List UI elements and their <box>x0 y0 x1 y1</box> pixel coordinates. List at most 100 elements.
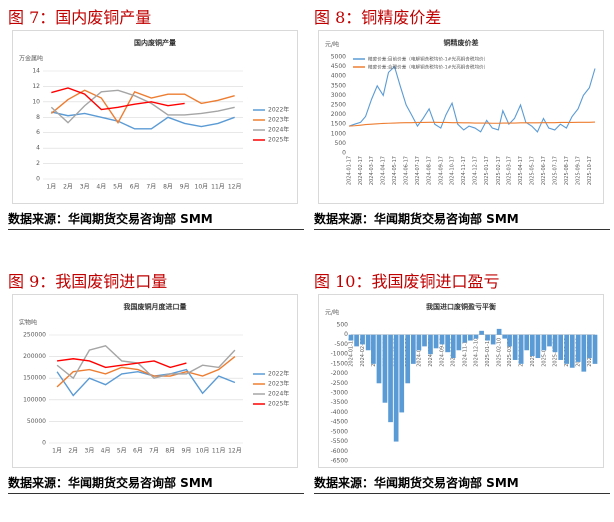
series-line <box>348 65 596 133</box>
bar <box>518 334 524 364</box>
chart: 我国进口废铜盈亏平衡元/吨-6500-6000-5500-5000-4500-4… <box>318 294 604 468</box>
y-tick-label: 5000 <box>331 54 346 61</box>
y-tick-label: 200000 <box>23 353 46 360</box>
bar <box>524 334 530 351</box>
legend-label: 2022年 <box>268 106 289 114</box>
series-line <box>56 368 236 397</box>
bar <box>552 334 558 353</box>
bar <box>405 334 411 384</box>
x-tick-label: 2024-03-17 <box>369 156 375 185</box>
bar <box>569 334 575 368</box>
bar <box>393 334 399 442</box>
bar <box>376 334 382 384</box>
y-tick-label: 100000 <box>23 396 46 403</box>
source: 数据来源：华闻期货交易咨询部 SMM <box>8 474 304 494</box>
x-tick-label: 2024-11-17 <box>461 156 467 185</box>
y-tick-label: 50000 <box>27 418 46 425</box>
x-tick-label: 2024-01-10 <box>349 338 355 367</box>
panel: 图 8：铜精废价差 铜精废价差 元/吨 0 500 1000 1500 2000 2500 30… <box>314 4 610 254</box>
bar <box>348 334 354 341</box>
y-tick-label: 150000 <box>23 375 46 382</box>
x-tick-label: 2025-04-17 <box>518 156 524 185</box>
x-tick-label: 2025-01-10 <box>485 338 491 367</box>
y-tick-label: 8 <box>36 114 40 121</box>
legend-label: 精废价差:合理价差（电解铜含税均价-1#光亮铜含税均价） <box>368 64 488 71</box>
bar <box>479 330 484 335</box>
legend-label: 2022年 <box>268 370 289 378</box>
x-tick-label: 1月 <box>46 184 56 191</box>
y-tick-label: -1000 <box>331 351 349 358</box>
legend-label: 2023年 <box>268 116 289 124</box>
bar <box>575 334 581 362</box>
y-tick-label: 2000 <box>331 111 346 118</box>
bar <box>564 334 570 364</box>
x-tick-label: 2025-08-17 <box>564 156 570 185</box>
x-tick-label: 6月 <box>133 448 143 455</box>
y-tick-label: 3000 <box>331 92 346 99</box>
series-line <box>56 356 236 388</box>
x-tick-label: 5月 <box>113 184 123 191</box>
x-tick-label: 11月 <box>211 184 225 191</box>
y-tick-label: -5500 <box>331 438 349 445</box>
panel: 图 10：我国废铜进口盈亏 我国进口废铜盈亏平衡 元/吨 -6500 -6000 -55… <box>314 268 610 518</box>
bar <box>547 334 552 347</box>
x-tick-label: 7月 <box>149 448 159 455</box>
bar <box>388 334 393 423</box>
y-axis-label: 元/吨 <box>325 309 339 317</box>
y-tick-label: -6000 <box>331 448 349 455</box>
x-tick-label: 2024-09-10 <box>440 338 446 367</box>
y-tick-label: 250000 <box>23 332 46 339</box>
y-tick-label: 4500 <box>331 63 346 70</box>
bar <box>416 334 422 351</box>
x-tick-label: 2024-04-17 <box>381 156 387 185</box>
chart-title: 国内废铜产量 <box>134 38 176 47</box>
bar <box>428 334 433 355</box>
y-tick-label: -2000 <box>331 370 349 377</box>
y-tick-label: 6 <box>36 129 40 136</box>
y-tick-label: -3500 <box>331 399 349 406</box>
bar <box>507 334 512 347</box>
y-axis-label: 万金属吨 <box>19 55 43 63</box>
bar <box>529 334 535 357</box>
bar <box>592 334 598 364</box>
heading: 图 7：国内废铜产量 <box>8 8 152 27</box>
legend-label: 2025年 <box>268 400 289 408</box>
x-tick-label: 4月 <box>96 184 106 191</box>
heading: 图 8：铜精废价差 <box>314 8 442 27</box>
legend-label: 2023年 <box>268 380 289 388</box>
x-tick-label: 2024-09-17 <box>438 156 444 185</box>
x-tick-label: 5月 <box>117 448 127 455</box>
x-tick-label: 2月 <box>68 448 78 455</box>
bar <box>462 334 468 343</box>
bar <box>439 334 445 345</box>
x-tick-label: 2024-01-17 <box>347 156 353 185</box>
x-tick-label: 2025-02-10 <box>497 338 503 367</box>
x-tick-label: 2024-10-17 <box>450 156 456 185</box>
bar <box>450 334 456 359</box>
y-tick-label: 4 <box>36 145 40 152</box>
bar <box>365 334 371 351</box>
x-tick-label: 8月 <box>165 448 175 455</box>
bar <box>581 334 587 372</box>
chart-title: 铜精废价差 <box>444 38 479 47</box>
bar <box>410 334 416 364</box>
x-tick-label: 2024-05-17 <box>392 156 398 185</box>
y-tick-label: -4000 <box>331 409 349 416</box>
x-tick-label: 2025-06-17 <box>541 156 547 185</box>
bar <box>382 334 388 403</box>
x-tick-label: 2025-09-17 <box>576 156 582 185</box>
x-tick-label: 2024-06-17 <box>404 156 410 185</box>
y-tick-label: 3500 <box>331 82 346 89</box>
x-tick-label: 12月 <box>228 448 242 455</box>
x-tick-label: 2024-02-17 <box>358 156 364 185</box>
bar <box>502 334 508 339</box>
series-line <box>50 89 235 125</box>
panel: 图 7：国内废铜产量 国内废铜产量 万金属吨 0 2 4 6 8 10 12 14 1月 2月 3月 4月… <box>8 4 304 254</box>
x-tick-label: 3月 <box>80 184 90 191</box>
x-tick-label: 2月 <box>63 184 73 191</box>
y-tick-label: 2 <box>36 160 40 167</box>
series-line <box>50 89 235 124</box>
bar <box>456 334 462 351</box>
x-tick-label: 2025-07-17 <box>552 156 558 185</box>
